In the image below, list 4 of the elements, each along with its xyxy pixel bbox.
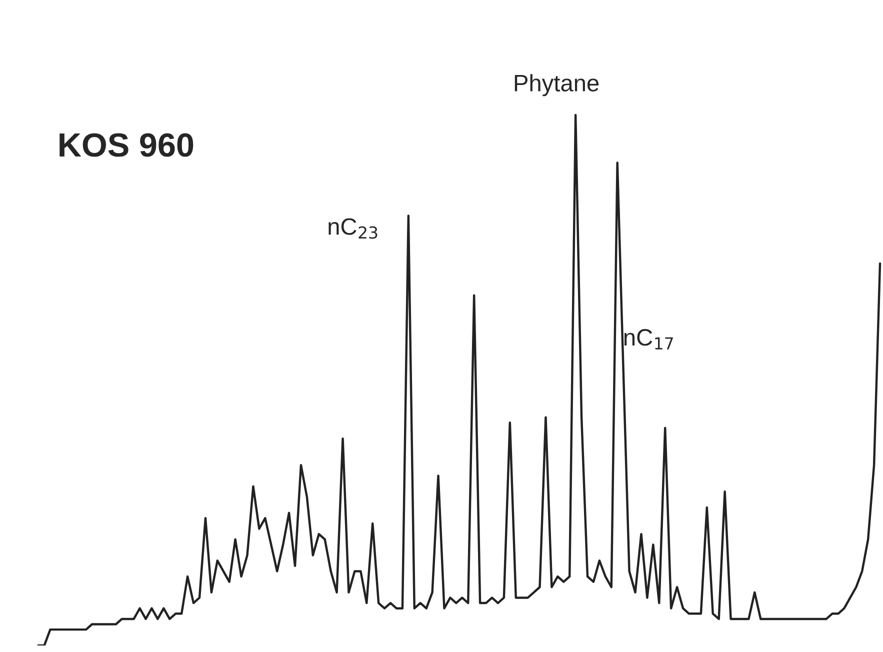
annotation: nC$_{17}$ [624, 329, 673, 350]
text: Phytane [514, 74, 599, 96]
chart-title: KOS 960 [60, 133, 194, 157]
annotation: nC$_{23}$ [328, 218, 378, 239]
